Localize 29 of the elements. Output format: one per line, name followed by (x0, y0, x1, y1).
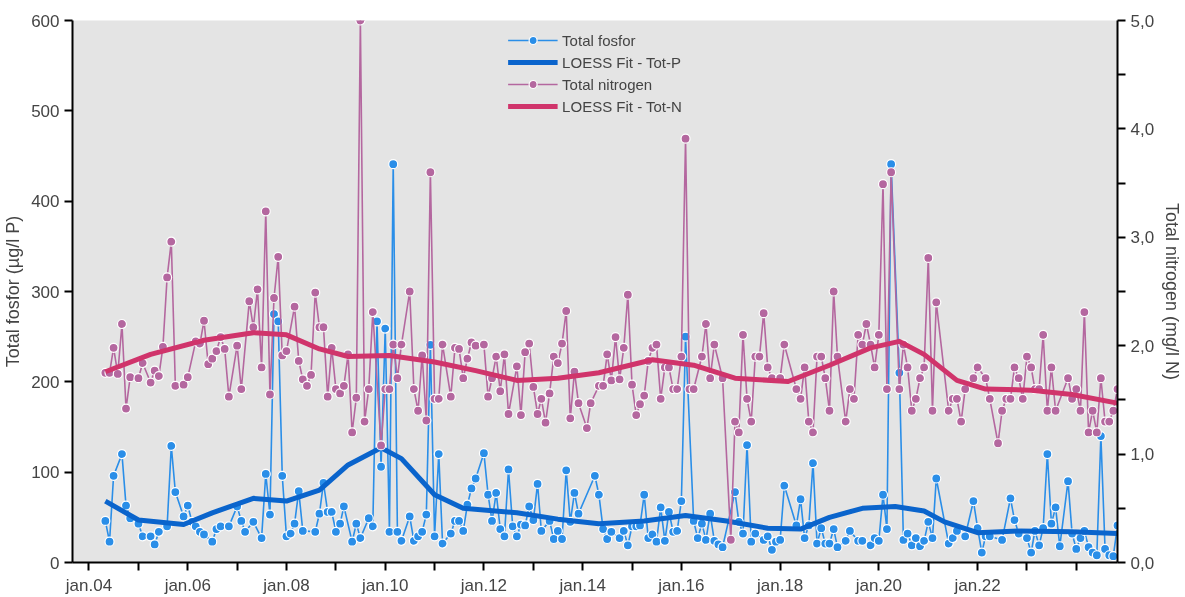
y2-axis-title: Total nitrogen (mg/l N) (1162, 202, 1183, 381)
y2-tick-label: 0,0 (1130, 553, 1155, 573)
y-tick-label: 200 (31, 372, 60, 392)
legend-label: LOESS Fit - Tot-P (562, 53, 682, 71)
y-tick-label: 0 (50, 553, 60, 573)
x-tick-label: jan.22 (953, 575, 1001, 595)
x-tick-label: jan.08 (262, 575, 310, 595)
legend-label: LOESS Fit - Tot-N (562, 97, 682, 115)
y-tick-label: 600 (31, 11, 60, 31)
x-tick-label: jan.18 (756, 575, 804, 595)
y2-tick-label: 4,0 (1130, 119, 1155, 139)
legend-label: Total fosfor (562, 31, 636, 49)
y2-tick-label: 2,0 (1130, 336, 1155, 356)
y-tick-label: 100 (31, 463, 60, 483)
x-tick-label: jan.14 (558, 575, 606, 595)
y2-tick-label: 1,0 (1130, 445, 1155, 465)
x-tick-label: jan.16 (657, 575, 705, 595)
x-tick-label: jan.04 (64, 575, 113, 595)
x-tick-label: jan.10 (361, 575, 409, 595)
y-tick-label: 500 (31, 101, 60, 121)
y2-tick-label: 3,0 (1130, 228, 1155, 248)
x-tick-label: jan.12 (459, 575, 508, 595)
x-tick-label: jan.06 (163, 575, 211, 595)
x-tick-label: jan.20 (854, 575, 902, 595)
legend-label: Total nitrogen (562, 75, 653, 93)
y-tick-label: 300 (31, 282, 60, 302)
y2-tick-label: 5,0 (1130, 11, 1155, 31)
y-axis-title: Total fosfor (µg/l P) (3, 215, 24, 368)
y-tick-label: 400 (31, 192, 60, 212)
